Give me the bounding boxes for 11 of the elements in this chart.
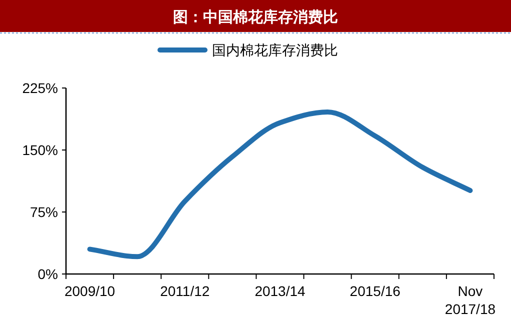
x-tick-label: 2013/14	[254, 283, 306, 299]
x-tick-label: 2009/10	[64, 283, 116, 299]
y-tick-label: 75%	[30, 204, 58, 220]
x-tick-label: 2015/16	[350, 283, 401, 299]
legend-label: 国内棉花库存消费比	[212, 43, 338, 59]
x-tick-label: 2011/12	[160, 283, 210, 299]
y-tick-label: 225%	[22, 80, 58, 96]
y-tick-label: 150%	[22, 142, 58, 158]
x-tick-label: Nov 2017/18	[444, 283, 496, 317]
y-tick-label: 0%	[38, 266, 58, 282]
chart-title: 图：中国棉花库存消费比	[173, 8, 338, 26]
